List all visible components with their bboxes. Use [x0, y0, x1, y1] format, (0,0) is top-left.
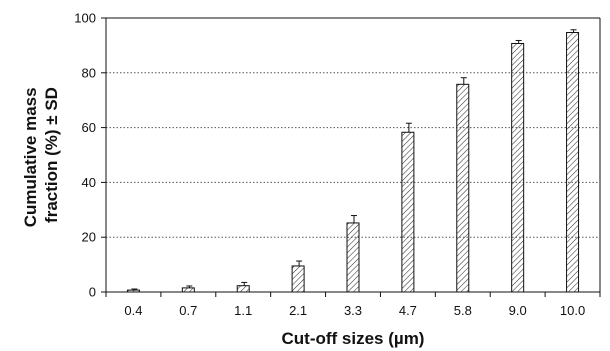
- x-axis-title: Cut-off sizes (µm): [282, 329, 425, 348]
- y-tick-label-80: 80: [82, 65, 96, 80]
- bar-0.7: [181, 287, 195, 293]
- tick-labels: 0 20 40 60 80 100 0.4 0.7 1.1 2.1 3.3 4.7 5.8 9.0 10.0: [74, 11, 585, 319]
- y-axis-title-line-1: Cumulative mass: [21, 87, 40, 227]
- x-tick-label-10.0: 10.0: [560, 303, 585, 318]
- y-tick-label-40: 40: [82, 175, 96, 190]
- bar-3.3: [346, 222, 360, 293]
- bar-1.1: [236, 285, 250, 293]
- x-tick-label-1.1: 1.1: [234, 303, 252, 318]
- x-tick-label-5.8: 5.8: [454, 303, 472, 318]
- x-tick-label-9.0: 9.0: [509, 303, 527, 318]
- x-tick-label-4.7: 4.7: [399, 303, 417, 318]
- axes: [101, 17, 601, 297]
- bar-4.7: [401, 131, 415, 293]
- bars: [126, 29, 580, 293]
- y-tick-label-0: 0: [89, 285, 96, 300]
- bar-10.0: [566, 32, 580, 293]
- bar-9.0: [511, 42, 525, 293]
- y-tick-label-60: 60: [82, 120, 96, 135]
- gridlines: [106, 72, 600, 238]
- x-tick-label-2.1: 2.1: [289, 303, 307, 318]
- x-tick-label-3.3: 3.3: [344, 303, 362, 318]
- bar-2.1: [291, 265, 305, 293]
- y-axis-title-line-2: fraction (%) ± SD: [42, 87, 61, 223]
- x-tick-label-0.7: 0.7: [179, 303, 197, 318]
- y-tick-label-20: 20: [82, 230, 96, 245]
- bar-5.8: [456, 83, 470, 293]
- y-tick-label-100: 100: [74, 11, 96, 26]
- y-axis-title: Cumulative mass fraction (%) ± SD: [21, 83, 61, 228]
- x-tick-label-0.4: 0.4: [124, 303, 142, 318]
